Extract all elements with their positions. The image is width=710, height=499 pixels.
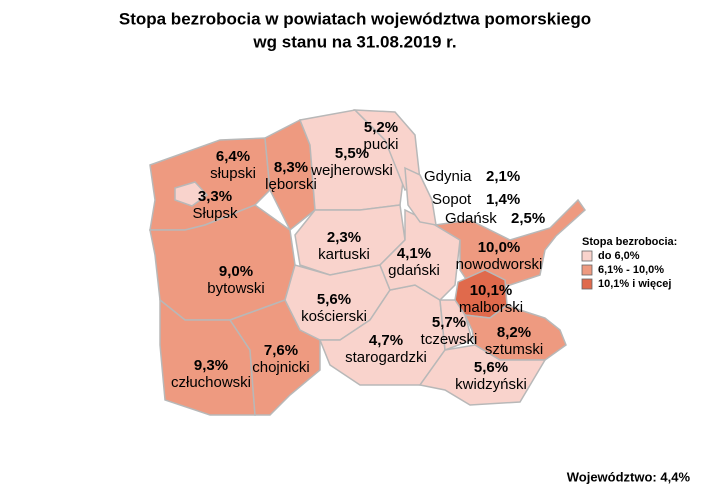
region-value: 5,2% — [364, 119, 398, 136]
region-value: 10,0% — [478, 239, 521, 256]
region-value: 7,6% — [264, 342, 298, 359]
region-value: 2,3% — [327, 229, 361, 246]
region-name: lęborski — [265, 176, 317, 193]
region-name: tczewski — [421, 331, 478, 348]
region-name: wejherowski — [310, 162, 393, 179]
region-value: 5,7% — [432, 314, 466, 331]
region-value: 9,0% — [219, 263, 253, 280]
legend-swatch — [581, 264, 593, 276]
title: Stopa bezrobocia w powiatach województwa… — [119, 9, 591, 28]
region-name: człuchowski — [171, 374, 251, 391]
region-value: 4,7% — [369, 332, 403, 349]
region-name: bytowski — [207, 280, 265, 297]
region-name: Słupsk — [192, 205, 238, 222]
region-value: 5,6% — [317, 291, 351, 308]
legend-swatch — [581, 250, 593, 262]
region-name: starogardzki — [345, 349, 427, 366]
region — [439, 299, 473, 352]
city-name: Gdynia — [424, 168, 472, 185]
region — [432, 198, 586, 286]
region-value: 4,1% — [397, 245, 431, 262]
city-area — [404, 166, 437, 226]
legend-swatch — [581, 278, 593, 290]
legend-label: do 6,0% — [598, 250, 640, 262]
footer: Województwo: 4,4% — [567, 469, 691, 484]
region-value: 10,1% — [470, 282, 513, 299]
city-value: 1,4% — [486, 191, 520, 208]
region-name: nowodworski — [456, 256, 543, 273]
region-value: 8,3% — [274, 159, 308, 176]
regions — [149, 109, 586, 416]
city-value: 2,5% — [511, 210, 545, 227]
region-name: gdański — [388, 262, 440, 279]
city-name: Sopot — [432, 191, 472, 208]
legend-label: 10,1% i więcej — [598, 278, 671, 290]
legend-label: 6,1% - 10,0% — [598, 264, 664, 276]
region-name: słupski — [210, 165, 256, 182]
region-value: 9,3% — [194, 357, 228, 374]
subtitle: wg stanu na 31.08.2019 r. — [252, 32, 456, 51]
region-name: kościerski — [301, 308, 367, 325]
region-value: 5,5% — [335, 145, 369, 162]
region — [418, 344, 547, 406]
region — [379, 208, 461, 301]
legend: Stopa bezrobocia: do 6,0% 6,1% - 10,0% 10,1… — [581, 236, 677, 290]
region-name: sztumski — [485, 341, 543, 358]
region-value: 5,6% — [474, 359, 508, 376]
region-name: pucki — [363, 136, 398, 153]
city-value: 2,1% — [486, 168, 520, 185]
city-name: Gdańsk — [445, 210, 497, 227]
region-name: kartuski — [318, 246, 370, 263]
legend-title: Stopa bezrobocia: — [582, 236, 677, 248]
region — [463, 304, 567, 361]
region — [174, 181, 209, 207]
region-name: chojnicki — [252, 359, 310, 376]
region-value: 6,4% — [216, 148, 250, 165]
region-value: 8,2% — [497, 324, 531, 341]
region-value: 3,3% — [198, 188, 232, 205]
labels: 6,4%słupski 3,3%Słupsk 8,3%lęborski 5,5%wej… — [171, 119, 545, 393]
region-name: malborski — [459, 299, 523, 316]
region-name: kwidzyński — [455, 376, 527, 393]
